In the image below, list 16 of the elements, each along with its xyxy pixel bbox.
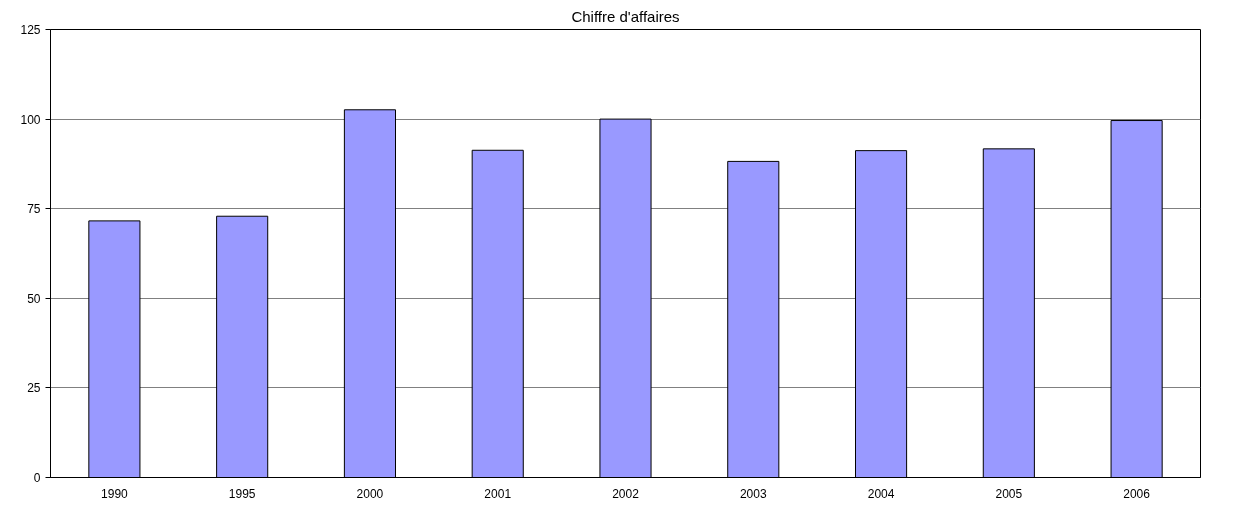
x-tick-label: 2004	[867, 486, 895, 501]
x-tick-label: 2003	[739, 486, 767, 501]
x-tick-label: 1990	[101, 486, 129, 501]
y-tick-label: 75	[27, 202, 41, 217]
y-tick-label: 50	[27, 291, 41, 306]
chart-title: Chiffre d'affaires	[571, 7, 680, 25]
y-tick-label: 100	[20, 112, 41, 127]
y-tick-label: 125	[20, 23, 41, 37]
y-tick-label: 25	[27, 381, 41, 396]
x-tick-label: 2006	[1123, 486, 1151, 501]
x-tick-label: 2002	[612, 486, 640, 501]
x-tick-label: 2000	[356, 486, 384, 501]
x-tick-label: 1995	[228, 486, 256, 501]
x-tick-label: 2005	[995, 486, 1023, 501]
x-tick-label: 2001	[484, 486, 512, 501]
y-tick-label: 0	[33, 471, 41, 485]
